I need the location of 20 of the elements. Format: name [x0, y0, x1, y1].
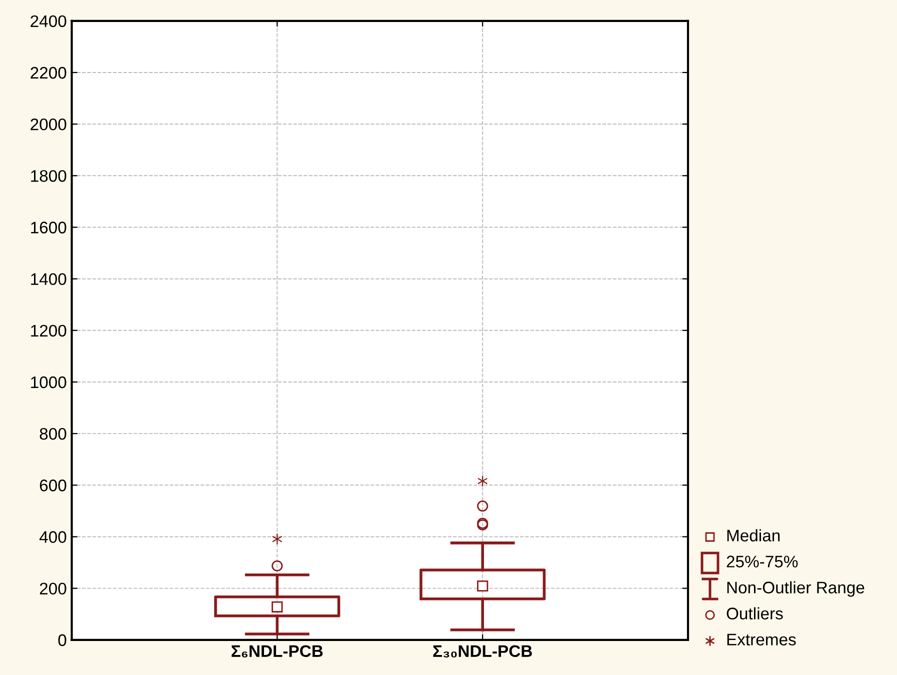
x-tick-label: Σ₆NDL-PCB	[232, 645, 323, 658]
y-tick-label: 1200	[31, 324, 66, 337]
text: Extremes	[727, 634, 796, 646]
y-tick-label: 2000	[30, 118, 66, 130]
y-tick-label: 600	[40, 480, 66, 492]
text: Median	[727, 529, 780, 542]
y-tick-label: 200	[40, 582, 66, 595]
x-tick-label: Σ₃₀NDL-PCB	[433, 645, 532, 658]
y-tick-label: 1400	[31, 273, 66, 286]
y-tick-label: 1800	[31, 170, 66, 182]
y-tick-label: 2400	[30, 15, 66, 28]
y-tick-label: 800	[40, 428, 66, 440]
text: Non-Outlier Range	[727, 581, 864, 597]
y-tick-label: 1000	[31, 376, 66, 388]
text: 25%-75%	[726, 556, 798, 568]
y-tick-label: 1600	[31, 222, 66, 234]
y-tick-label: 2200	[30, 66, 66, 79]
y-tick-label: 0	[58, 634, 66, 646]
y-tick-label: 400	[39, 531, 66, 543]
text: Outliers	[726, 607, 783, 620]
